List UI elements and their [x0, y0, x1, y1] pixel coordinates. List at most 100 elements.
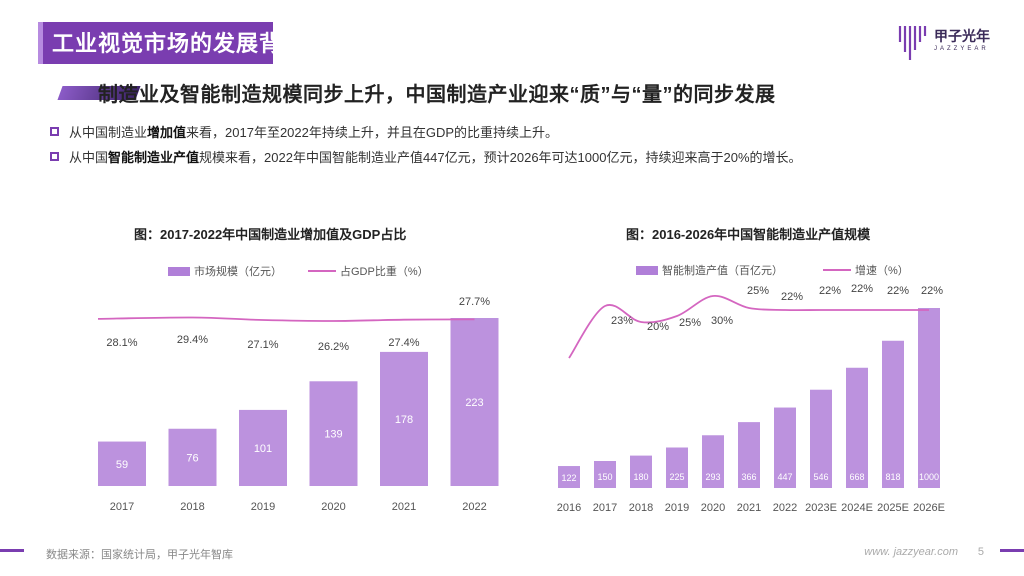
bullet-1-pre: 从中国制造业 [69, 125, 148, 140]
growth-line [568, 295, 929, 359]
x-tick-label: 2024E [841, 502, 873, 514]
x-tick-label: 2017 [593, 502, 617, 514]
bar [380, 351, 428, 486]
x-tick-label: 2021 [392, 501, 416, 513]
legend-bar-swatch [168, 266, 190, 276]
bar-value-label: 180 [633, 472, 648, 482]
bar-value-label: 225 [669, 472, 684, 482]
title-block [38, 22, 273, 64]
line-value-label: 22% [781, 291, 803, 303]
bar [738, 422, 760, 488]
brand-name-en: JAZZYEAR [934, 46, 989, 52]
bar-value-label: 150 [597, 472, 612, 482]
line-value-label: 28.1% [106, 337, 137, 349]
x-tick-label: 2020 [701, 502, 725, 514]
bar [168, 428, 217, 486]
bullet-2-post: 规模来看，2022年中国智能制造业产值447亿元，预计2026年可达1000亿元… [199, 150, 802, 165]
page-title: 工业视觉市场的发展背景 [52, 31, 306, 56]
legend-1-bar: 市场规模（亿元） [194, 266, 282, 278]
bar-value-label: 1000 [919, 472, 939, 482]
x-tick-label: 2019 [251, 501, 275, 513]
x-tick-label: 2018 [180, 501, 204, 513]
line-value-label: 22% [887, 285, 909, 297]
headline: 制造业及智能制造规模同步上升，中国制造产业迎来“质”与“量”的同步发展 [98, 84, 776, 106]
data-source: 数据来源：国家统计局，甲子光年智库 [46, 549, 233, 561]
legend-line-swatch [308, 270, 336, 272]
line-value-label: 27.7% [459, 296, 490, 308]
brand-logo: 甲子光年 JAZZYEAR [896, 22, 996, 66]
x-tick-label: 2016 [557, 502, 581, 514]
x-tick-label: 2022 [773, 502, 797, 514]
bar [239, 409, 287, 486]
line-value-label: 22% [921, 285, 943, 297]
bar [918, 308, 940, 488]
chart-1-title: 图：2017-2022年中国制造业增加值及GDP占比 [134, 227, 407, 242]
bar-value-label: 139 [324, 429, 342, 441]
bar [774, 407, 796, 488]
bar [702, 435, 724, 488]
x-tick-label: 2026E [913, 502, 945, 514]
legend-bar-swatch [636, 265, 658, 275]
line-value-label: 20% [647, 321, 669, 333]
bar [309, 381, 358, 486]
bar-value-label: 101 [254, 443, 272, 455]
line-value-label: 22% [819, 285, 841, 297]
bullet-1-post: 来看，2017年至2022年持续上升，并且在GDP的比重持续上升。 [186, 125, 559, 140]
bar [882, 340, 904, 488]
website-link[interactable]: www. jazzyear.com [864, 546, 958, 558]
bar-value-label: 447 [777, 472, 792, 482]
gdp-share-line [97, 316, 475, 322]
line-value-label: 27.1% [247, 339, 278, 351]
bar-value-label: 546 [813, 472, 828, 482]
line-value-label: 25% [747, 285, 769, 297]
bar-value-label: 818 [885, 472, 900, 482]
bar-value-label: 293 [705, 472, 720, 482]
chart-2-legend: 智能制造产值（百亿元） 增速（%） [636, 262, 909, 278]
bar-value-label: 366 [741, 472, 756, 482]
bar-value-label: 59 [116, 459, 128, 471]
logo-icon [898, 26, 927, 60]
line-value-label: 29.4% [177, 334, 208, 346]
line-value-label: 30% [711, 315, 733, 327]
footer-accent-left [0, 549, 24, 552]
chart-2-title: 图：2016-2026年中国智能制造业产值规模 [626, 227, 871, 242]
line-value-label: 23% [611, 315, 633, 327]
bar [666, 447, 688, 488]
x-tick-label: 2019 [665, 502, 689, 514]
bar [450, 318, 499, 486]
bullet-2: 从中国 智能制造业产值 规模来看，2022年中国智能制造业产值447亿元，预计202… [50, 147, 802, 166]
legend-line-swatch [823, 269, 851, 271]
bar [846, 367, 868, 488]
bullet-2-bold: 智能制造业产值 [108, 150, 200, 165]
bar [98, 441, 146, 486]
bar-value-label: 668 [849, 472, 864, 482]
title-stripe [38, 22, 43, 64]
bullet-box-icon [50, 152, 59, 161]
bullet-2-pre: 从中国 [69, 150, 109, 165]
brand-name: 甲子光年 [934, 28, 990, 44]
chart-1-legend: 市场规模（亿元） 占GDP比重（%） [168, 263, 429, 279]
bullet-1: 从中国制造业 增加值 来看，2017年至2022年持续上升，并且在GDP的比重持续上… [50, 122, 558, 141]
bar [810, 389, 832, 488]
bar-value-label: 178 [395, 414, 413, 426]
x-tick-label: 2021 [737, 502, 761, 514]
legend-2-bar: 智能制造产值（百亿元） [662, 265, 783, 277]
bar-value-label: 122 [561, 473, 576, 483]
bullet-1-bold: 增加值 [147, 125, 187, 140]
x-tick-label: 2020 [321, 501, 345, 513]
x-tick-label: 2023E [805, 502, 837, 514]
bar-value-label: 76 [186, 452, 198, 464]
x-tick-label: 2025E [877, 502, 909, 514]
x-tick-label: 2022 [462, 501, 486, 513]
bar [594, 461, 616, 488]
x-tick-label: 2018 [629, 502, 653, 514]
page-number: 5 [977, 546, 984, 558]
bar-value-label: 223 [465, 397, 483, 409]
line-value-label: 25% [679, 317, 701, 329]
bullet-box-icon [50, 127, 59, 136]
bar [558, 466, 580, 488]
bar [630, 455, 652, 488]
line-value-label: 27.4% [388, 337, 419, 349]
legend-2-line: 增速（%） [855, 265, 909, 277]
line-value-label: 22% [851, 283, 873, 295]
